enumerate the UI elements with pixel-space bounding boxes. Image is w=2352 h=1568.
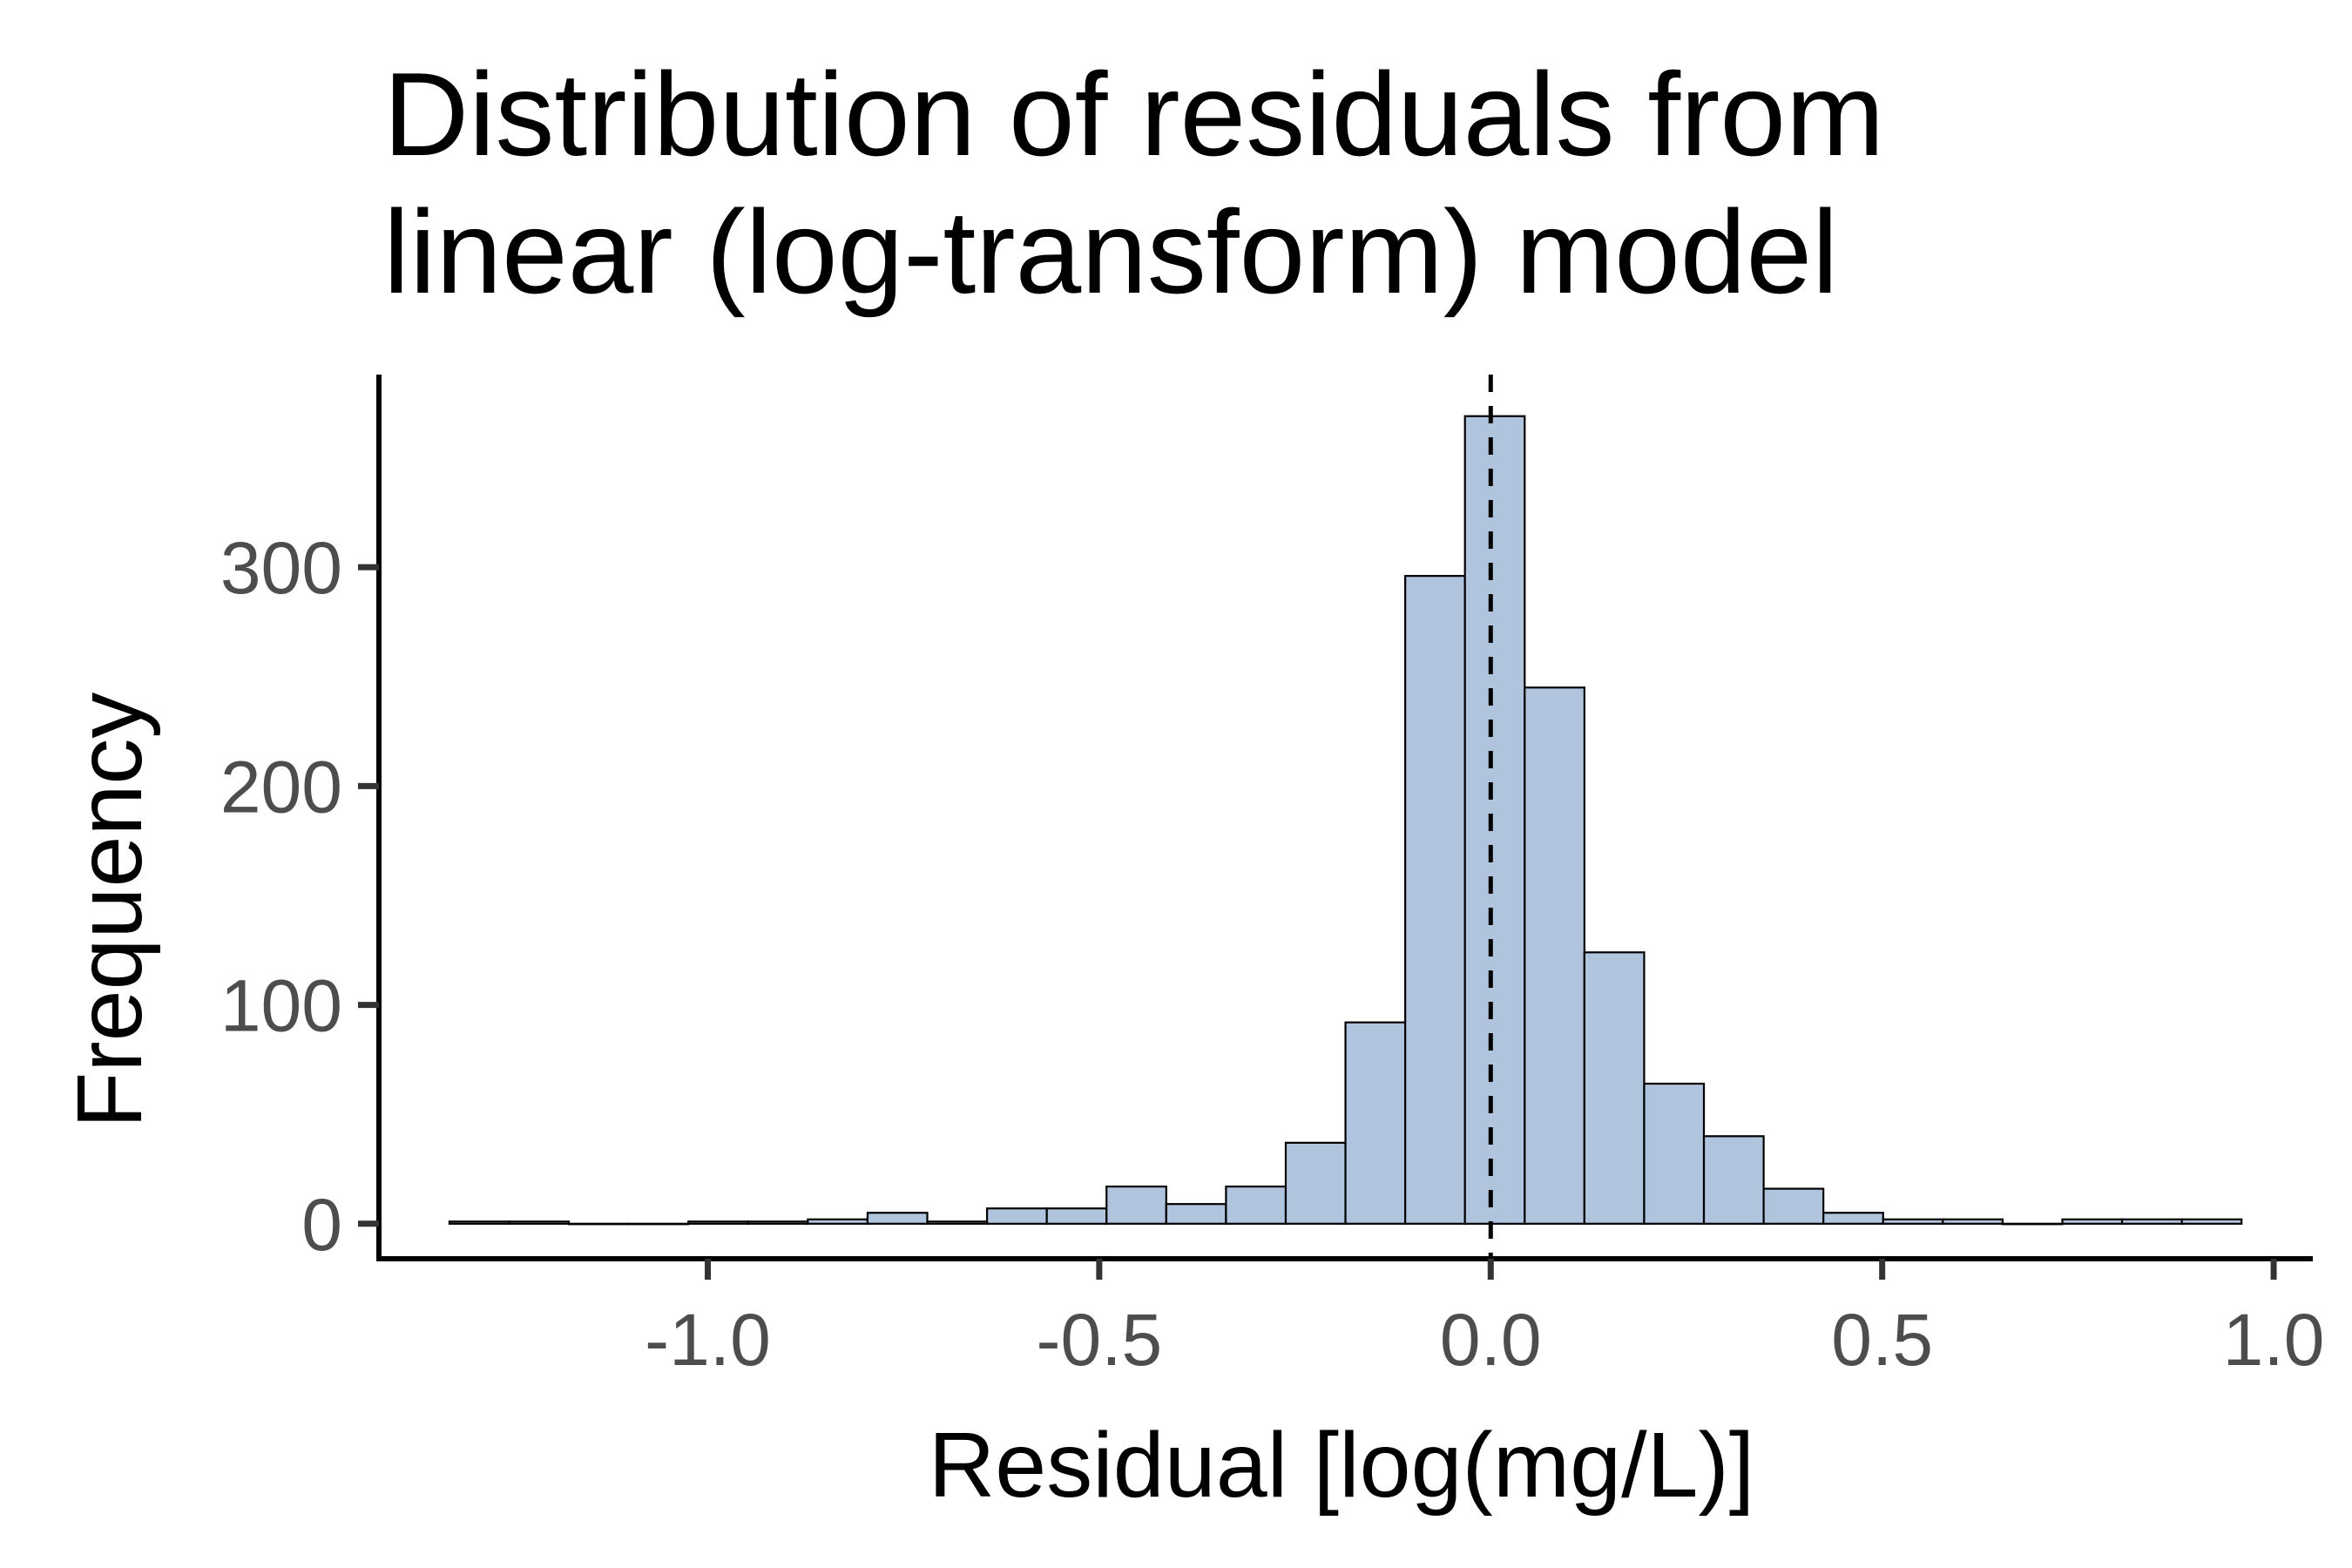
y-tick-label: 0 bbox=[301, 1184, 342, 1266]
x-tick-label: -0.5 bbox=[1037, 1299, 1163, 1381]
tick-labels: -1.0 -0.5 0.0 0.5 1.0 0 100 200 300 bbox=[220, 527, 2325, 1381]
histogram-bar bbox=[1882, 1218, 1944, 1225]
histogram-bar bbox=[1225, 1185, 1288, 1225]
chart-title-line-1: Distribution of residuals from bbox=[383, 48, 1884, 180]
histogram-bar bbox=[627, 1222, 690, 1226]
y-axis-title: Frequency bbox=[58, 693, 161, 1129]
chart-title: Distribution of residuals from linear (l… bbox=[383, 48, 1884, 318]
histogram-bar bbox=[1284, 1141, 1347, 1225]
histogram-bar bbox=[1643, 1082, 1706, 1225]
histogram-bar bbox=[1702, 1135, 1765, 1225]
histogram-bar bbox=[926, 1220, 989, 1225]
x-axis-title: Residual [log(mg/L)] bbox=[929, 1414, 1755, 1517]
histogram-bar bbox=[508, 1220, 571, 1225]
axes bbox=[376, 375, 2313, 1261]
histogram-bar bbox=[1942, 1218, 2004, 1225]
histogram-bar bbox=[1045, 1207, 1108, 1225]
histogram-bar bbox=[2120, 1218, 2183, 1225]
histogram-bar bbox=[807, 1218, 869, 1225]
histogram-bar bbox=[1404, 575, 1466, 1225]
y-tick-label: 300 bbox=[220, 527, 342, 609]
chart-title-line-2: linear (log-transform) model bbox=[383, 186, 1838, 318]
histogram-bar bbox=[1762, 1187, 1825, 1225]
x-tick-label: 1.0 bbox=[2223, 1299, 2325, 1381]
histogram-bar bbox=[747, 1220, 809, 1225]
histogram-bar bbox=[448, 1220, 510, 1225]
histogram-bar bbox=[2061, 1218, 2124, 1225]
histogram-bar bbox=[687, 1220, 749, 1225]
histogram-bar bbox=[1524, 686, 1585, 1225]
y-tick-label: 200 bbox=[220, 746, 342, 828]
histogram-bar bbox=[2180, 1218, 2243, 1225]
histogram-bar bbox=[1583, 951, 1646, 1225]
y-tick-label: 100 bbox=[220, 965, 342, 1047]
histogram-bar bbox=[2001, 1222, 2064, 1226]
histogram-bars bbox=[448, 415, 2243, 1226]
x-tick-label: 0.0 bbox=[1440, 1299, 1542, 1381]
histogram-bar bbox=[1822, 1212, 1884, 1225]
histogram-bar bbox=[1463, 415, 1526, 1225]
x-tick-label: 0.5 bbox=[1831, 1299, 1933, 1381]
x-tick-label: -1.0 bbox=[645, 1299, 771, 1381]
histogram-bar bbox=[866, 1212, 929, 1225]
histogram-bar bbox=[1105, 1185, 1167, 1225]
histogram-bar bbox=[985, 1207, 1048, 1225]
histogram-bar bbox=[1344, 1021, 1407, 1225]
histogram-bar bbox=[567, 1222, 630, 1226]
histogram-bar bbox=[1165, 1203, 1227, 1225]
